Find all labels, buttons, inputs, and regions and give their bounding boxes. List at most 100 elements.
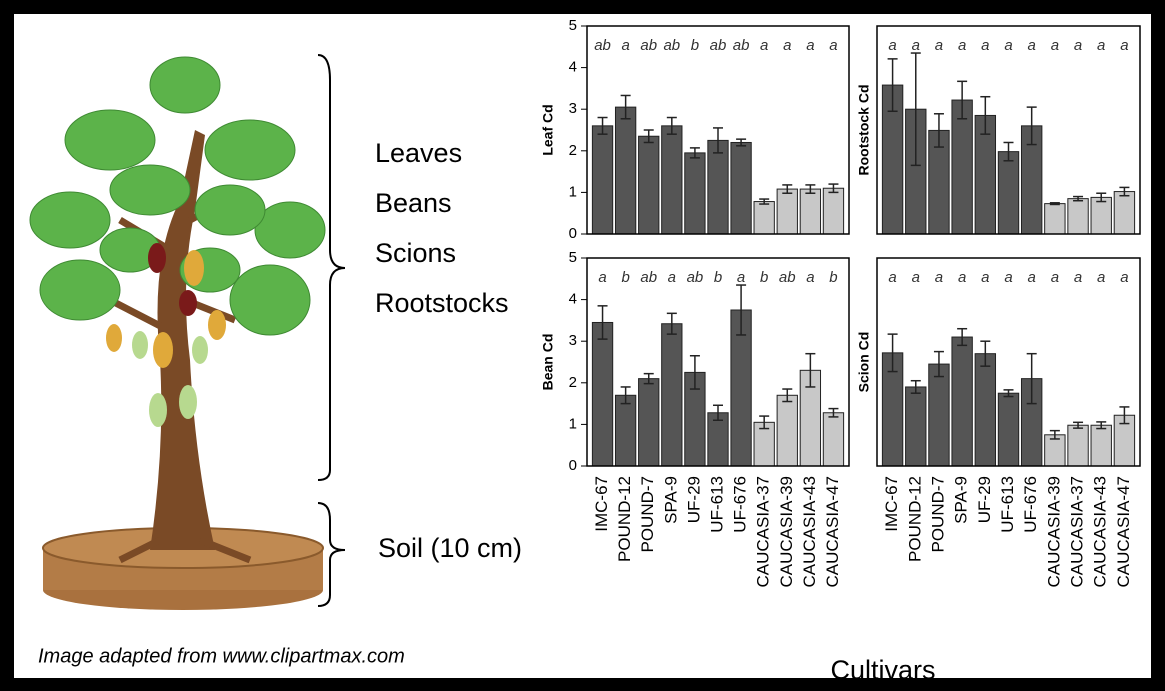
significance-letter: ab	[594, 37, 611, 54]
bar	[800, 189, 820, 234]
bar	[662, 126, 682, 234]
significance-letter: a	[668, 269, 676, 286]
significance-letter: a	[1051, 37, 1059, 54]
bar	[731, 142, 751, 234]
significance-letter: ab	[640, 269, 657, 286]
tissue-label: Scions	[375, 238, 456, 268]
x-tick-label: POUND-12	[615, 476, 634, 562]
significance-letter: b	[714, 269, 722, 286]
significance-letter: a	[935, 37, 943, 54]
significance-letter: a	[958, 269, 966, 286]
bar	[1045, 204, 1065, 234]
y-tick-label: 2	[569, 374, 577, 391]
significance-letter: ab	[687, 269, 704, 286]
caption: Image adapted from www.clipartmax.com	[38, 645, 405, 667]
significance-letter: a	[981, 269, 989, 286]
bar	[685, 153, 705, 234]
bar	[998, 152, 1018, 234]
bar	[592, 322, 612, 466]
y-axis-label: Bean Cd	[540, 334, 556, 391]
significance-letter: a	[888, 37, 896, 54]
bar	[952, 100, 972, 234]
significance-letter: a	[1097, 37, 1105, 54]
significance-letter: ab	[779, 269, 796, 286]
bar	[998, 393, 1018, 466]
x-tick-label: POUND-7	[928, 476, 947, 553]
soil-label: Soil (10 cm)	[378, 533, 522, 563]
y-tick-label: 5	[569, 17, 577, 34]
significance-letter: a	[1120, 269, 1128, 286]
significance-letter: a	[1051, 269, 1059, 286]
y-tick-label: 0	[569, 457, 577, 474]
y-axis-label: Leaf Cd	[540, 104, 556, 155]
significance-letter: a	[1097, 269, 1105, 286]
significance-letter: b	[621, 269, 629, 286]
x-tick-label: POUND-7	[638, 476, 657, 553]
significance-letter: ab	[710, 37, 727, 54]
significance-letter: a	[935, 269, 943, 286]
significance-letter: a	[760, 37, 768, 54]
y-tick-label: 3	[569, 332, 577, 349]
significance-letter: ab	[640, 37, 657, 54]
bar	[1091, 425, 1111, 466]
x-tick-label: CAUCASIA-43	[1091, 476, 1110, 587]
significance-letter: a	[1028, 37, 1036, 54]
significance-letter: ab	[663, 37, 680, 54]
y-tick-label: 4	[569, 59, 577, 76]
bar	[823, 413, 843, 466]
significance-letter: ab	[733, 37, 750, 54]
tissue-label: Leaves	[375, 138, 462, 168]
x-tick-label: CAUCASIA-39	[1044, 476, 1063, 587]
significance-letter: a	[806, 269, 814, 286]
bar	[662, 324, 682, 466]
x-tick-label: IMC-67	[592, 476, 611, 532]
x-tick-label: UF-29	[684, 476, 703, 523]
x-tick-label: UF-29	[975, 476, 994, 523]
x-tick-label: CAUCASIA-39	[777, 476, 796, 587]
tissue-label: Beans	[375, 188, 452, 218]
y-tick-label: 4	[569, 291, 577, 308]
x-axis-label: Cultivars	[830, 655, 935, 685]
y-axis-label: Rootstock Cd	[856, 85, 872, 176]
x-tick-label: CAUCASIA-37	[754, 476, 773, 587]
significance-letter: b	[829, 269, 837, 286]
x-tick-label: POUND-12	[905, 476, 924, 562]
significance-letter: a	[912, 37, 920, 54]
bar	[754, 202, 774, 234]
x-tick-label: CAUCASIA-37	[1068, 476, 1087, 587]
x-tick-label: SPA-9	[952, 476, 971, 524]
tissue-label: Rootstocks	[375, 288, 509, 318]
x-tick-label: UF-676	[1021, 476, 1040, 533]
bar	[1068, 425, 1088, 466]
significance-letter: b	[760, 269, 768, 286]
significance-letter: a	[1074, 269, 1082, 286]
bar	[823, 188, 843, 234]
bar	[1068, 199, 1088, 234]
significance-letter: a	[888, 269, 896, 286]
x-tick-label: SPA-9	[661, 476, 680, 524]
y-tick-label: 5	[569, 249, 577, 266]
x-tick-label: CAUCASIA-47	[1114, 476, 1133, 587]
x-tick-label: CAUCASIA-43	[800, 476, 819, 587]
bar	[777, 395, 797, 466]
bar	[639, 379, 659, 466]
bar	[1091, 197, 1111, 234]
bar	[639, 136, 659, 234]
figure: Soil (10 cm) Image adapted from www.clip…	[0, 0, 1165, 691]
bar	[592, 126, 612, 234]
bar	[929, 364, 949, 466]
bar	[952, 337, 972, 466]
bar	[975, 354, 995, 466]
significance-letter: a	[1004, 269, 1012, 286]
y-tick-label: 0	[569, 225, 577, 242]
significance-letter: a	[1074, 37, 1082, 54]
bar	[777, 189, 797, 234]
x-tick-label: UF-676	[731, 476, 750, 533]
significance-letter: a	[1120, 37, 1128, 54]
y-tick-label: 2	[569, 142, 577, 159]
x-tick-label: CAUCASIA-47	[823, 476, 842, 587]
significance-letter: a	[621, 37, 629, 54]
significance-letter: a	[783, 37, 791, 54]
significance-letter: a	[1028, 269, 1036, 286]
significance-letter: a	[829, 37, 837, 54]
